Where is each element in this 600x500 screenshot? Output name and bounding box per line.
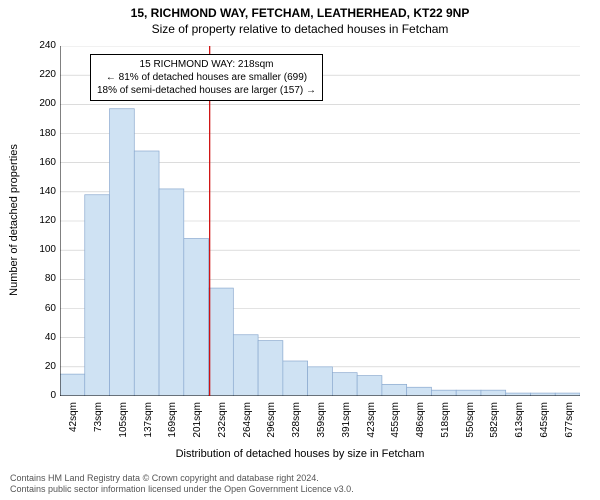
y-tick-label: 40 (26, 332, 56, 343)
x-tick-label: 613sqm (514, 402, 525, 446)
x-tick-label: 486sqm (415, 402, 426, 446)
histogram-bar (456, 390, 481, 396)
x-tick-label: 391sqm (341, 402, 352, 446)
y-tick-label: 0 (26, 390, 56, 401)
attribution-line2: Contains public sector information licen… (10, 484, 590, 496)
y-axis-label: Number of detached properties (8, 144, 20, 296)
histogram-bar (85, 195, 110, 396)
x-tick-label: 423sqm (366, 402, 377, 446)
y-tick-label: 180 (26, 128, 56, 139)
histogram-bar (357, 376, 382, 396)
x-tick-label: 169sqm (167, 402, 178, 446)
chart-subtitle: Size of property relative to detached ho… (0, 20, 600, 36)
annotation-line3: 18% of semi-detached houses are larger (… (97, 84, 316, 97)
x-tick-label: 296sqm (266, 402, 277, 446)
annotation-line2: ← 81% of detached houses are smaller (69… (97, 71, 316, 84)
x-tick-label: 677sqm (564, 402, 575, 446)
x-tick-label: 42sqm (68, 402, 79, 446)
histogram-bar (407, 387, 432, 396)
y-tick-label: 140 (26, 186, 56, 197)
attribution-text: Contains HM Land Registry data © Crown c… (0, 473, 600, 496)
x-axis-title: Distribution of detached houses by size … (0, 448, 600, 460)
y-tick-label: 100 (26, 244, 56, 255)
histogram-bar (134, 151, 159, 396)
attribution-line1: Contains HM Land Registry data © Crown c… (10, 473, 590, 485)
x-tick-label: 201sqm (192, 402, 203, 446)
x-tick-label: 550sqm (465, 402, 476, 446)
chart-area: 15 RICHMOND WAY: 218sqm ← 81% of detache… (60, 46, 580, 396)
x-tick-label: 73sqm (93, 402, 104, 446)
x-tick-label: 232sqm (217, 402, 228, 446)
x-tick-label: 645sqm (539, 402, 550, 446)
histogram-bar (110, 109, 135, 396)
y-tick-label: 240 (26, 40, 56, 51)
histogram-bar (184, 239, 209, 397)
chart-container: { "titles": { "line1": "15, RICHMOND WAY… (0, 0, 600, 500)
x-tick-label: 264sqm (242, 402, 253, 446)
histogram-bar (283, 361, 308, 396)
histogram-bar (209, 288, 234, 396)
histogram-bar (481, 390, 506, 396)
histogram-bar (159, 189, 184, 396)
y-tick-label: 120 (26, 215, 56, 226)
annotation-line1: 15 RICHMOND WAY: 218sqm (97, 58, 316, 71)
x-tick-label: 455sqm (390, 402, 401, 446)
histogram-bar (233, 335, 258, 396)
y-tick-label: 160 (26, 157, 56, 168)
x-tick-label: 582sqm (489, 402, 500, 446)
chart-title-address: 15, RICHMOND WAY, FETCHAM, LEATHERHEAD, … (0, 0, 600, 20)
histogram-bar (332, 373, 357, 396)
x-tick-label: 105sqm (118, 402, 129, 446)
y-tick-label: 60 (26, 303, 56, 314)
y-tick-label: 20 (26, 361, 56, 372)
histogram-bar (258, 341, 283, 396)
x-tick-label: 518sqm (440, 402, 451, 446)
x-tick-label: 137sqm (143, 402, 154, 446)
x-tick-label: 328sqm (291, 402, 302, 446)
histogram-bar (431, 390, 456, 396)
histogram-bar (382, 384, 407, 396)
x-tick-label: 359sqm (316, 402, 327, 446)
marker-annotation: 15 RICHMOND WAY: 218sqm ← 81% of detache… (90, 54, 323, 101)
y-tick-label: 220 (26, 69, 56, 80)
y-tick-label: 200 (26, 98, 56, 109)
y-tick-label: 80 (26, 273, 56, 284)
histogram-bar (308, 367, 333, 396)
histogram-bar (60, 374, 85, 396)
